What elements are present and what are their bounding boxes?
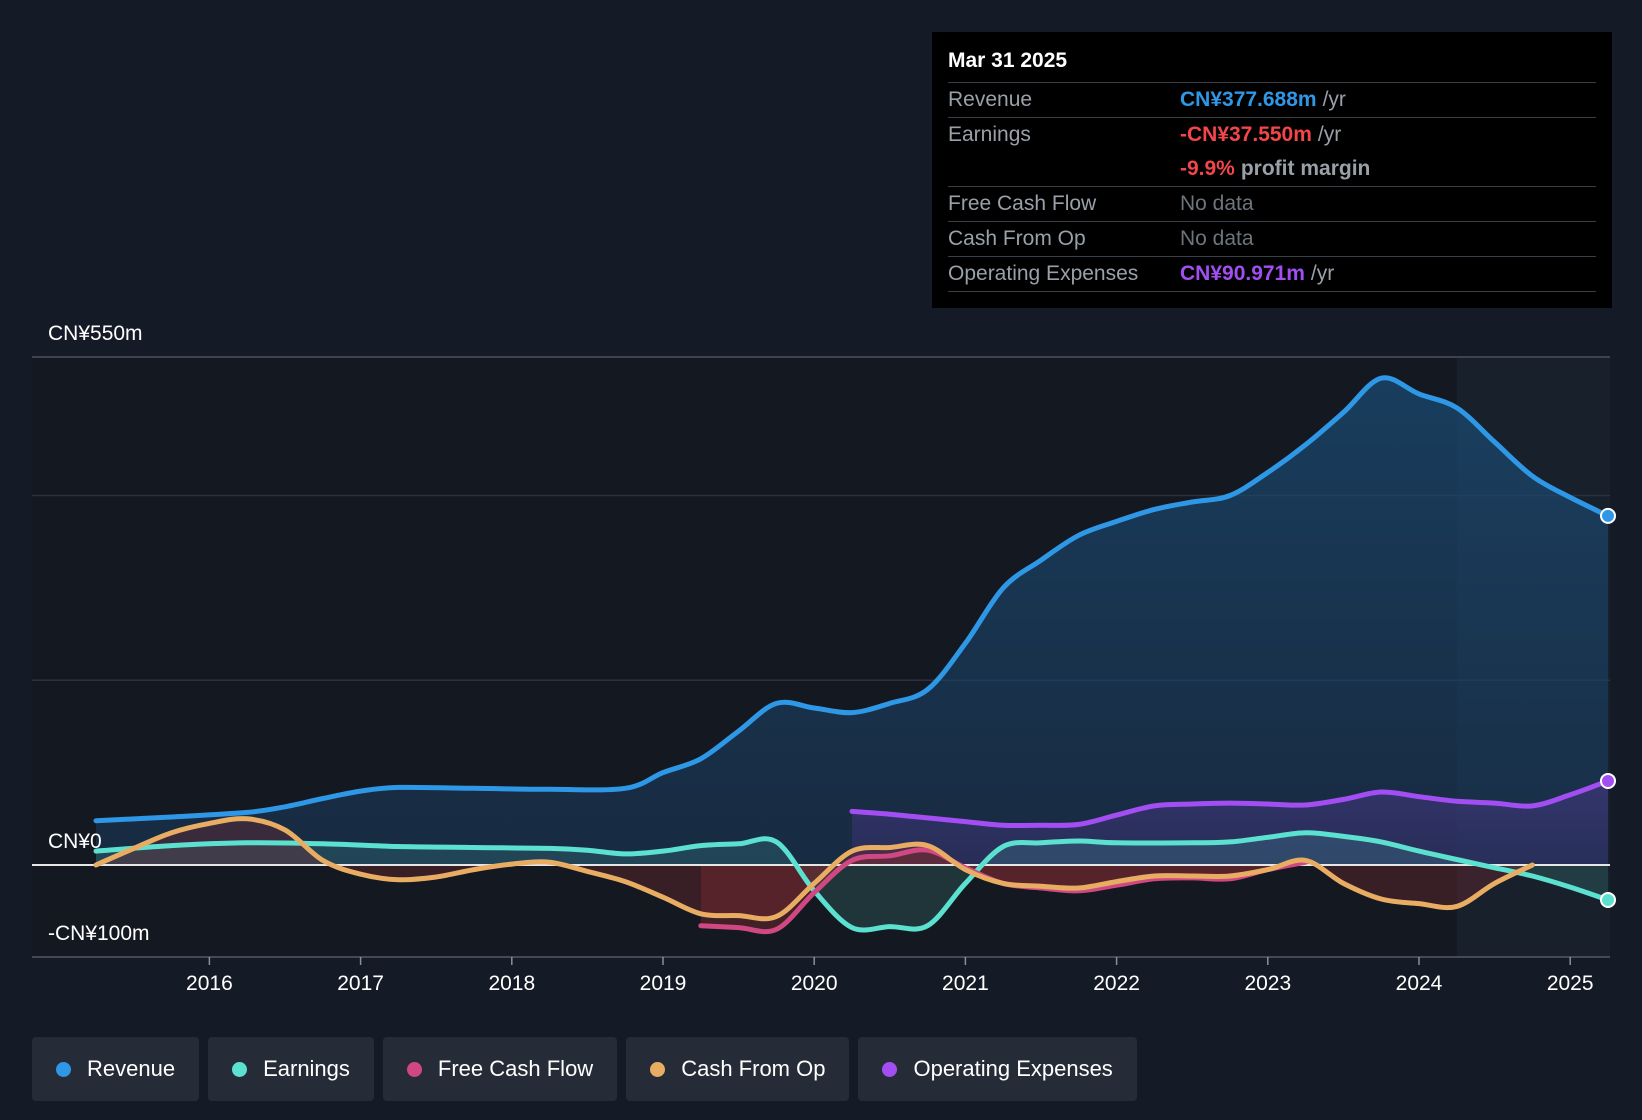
- tooltip-row-free-cash-flow: Free Cash Flow No data: [948, 187, 1596, 222]
- legend-item-free-cash-flow[interactable]: Free Cash Flow: [382, 1037, 618, 1101]
- tooltip-label: Earnings: [948, 123, 1031, 146]
- tooltip-unit: /yr: [1310, 262, 1335, 285]
- legend-item-earnings[interactable]: Earnings: [208, 1037, 374, 1101]
- cash-from-op-line: [93, 816, 1535, 922]
- tooltip-value-free-cash-flow: No data: [1180, 192, 1254, 215]
- legend-label: Earnings: [263, 1056, 350, 1081]
- legend-dot-icon: [406, 1061, 422, 1077]
- operating-expenses-line: [849, 778, 1611, 829]
- tooltip-unit: /yr: [1317, 123, 1342, 146]
- tooltip-row-revenue: Revenue CN¥377.688m /yr: [948, 83, 1596, 118]
- legend-item-cash-from-op[interactable]: Cash From Op: [626, 1037, 850, 1101]
- tooltip-label: Revenue: [948, 88, 1033, 111]
- cash-from-op-area: [96, 818, 1533, 919]
- x-axis: 2016 2017 2018 2019 2020 2021 2022 2023 2024 2025: [32, 956, 1610, 995]
- legend-label: Operating Expenses: [913, 1056, 1113, 1081]
- legend-dot-icon: [882, 1061, 898, 1077]
- legend-item-operating-expenses[interactable]: Operating Expenses: [858, 1037, 1137, 1101]
- legend-dot-icon: [650, 1061, 666, 1077]
- series-end-markers: [1600, 507, 1616, 908]
- earnings-line: [93, 830, 1611, 933]
- x-tick-label: 2024: [1396, 972, 1443, 995]
- legend-label: Revenue: [87, 1056, 176, 1081]
- tooltip-row-cash-from-op: Cash From Op No data: [948, 222, 1596, 257]
- tooltip-value-revenue: CN¥377.688m: [1180, 88, 1317, 111]
- x-tick-label: 2025: [1547, 972, 1594, 995]
- tooltip-label: Cash From Op: [948, 227, 1086, 250]
- y-top-label: CN¥550m: [48, 322, 143, 345]
- tooltip-label: Operating Expenses: [948, 262, 1139, 285]
- operating-expenses-end-marker: [1600, 772, 1616, 789]
- series-lines: [93, 375, 1611, 935]
- legend-label: Cash From Op: [681, 1056, 826, 1081]
- legend-item-revenue[interactable]: Revenue: [32, 1037, 200, 1101]
- earnings-area: [96, 832, 1608, 931]
- revenue-end-marker: [1600, 507, 1616, 524]
- tooltip-unit: profit margin: [1240, 157, 1371, 180]
- x-tick-label: 2023: [1244, 972, 1291, 995]
- legend-dot-icon: [56, 1061, 71, 1077]
- x-tick-label: 2019: [640, 972, 687, 995]
- legend: Revenue Earnings Free Cash Flow Cash Fro…: [32, 1037, 1137, 1101]
- tooltip-unit: /yr: [1322, 88, 1346, 111]
- revenue-area: [96, 377, 1608, 865]
- tooltip-value-earnings: -CN¥37.550m: [1180, 123, 1312, 146]
- free-cash-flow-area: [700, 849, 1306, 932]
- y-bottom-label: -CN¥100m: [48, 922, 150, 945]
- tooltip-value-profit-margin: -9.9%: [1180, 157, 1235, 180]
- tooltip-label: [948, 152, 1180, 186]
- tooltip: Mar 31 2025 Revenue CN¥377.688m /yr Earn…: [932, 32, 1612, 308]
- series-areas: [96, 377, 1608, 932]
- tooltip-row-profit-margin: -9.9% profit margin: [948, 152, 1596, 187]
- x-tick-label: 2017: [337, 972, 384, 995]
- x-tick-label: 2020: [791, 972, 838, 995]
- tooltip-row-operating-expenses: Operating Expenses CN¥90.971m /yr: [948, 257, 1596, 292]
- x-tick-label: 2022: [1093, 972, 1140, 995]
- tooltip-date: Mar 31 2025: [948, 46, 1596, 83]
- x-tick-label: 2016: [186, 972, 233, 995]
- x-tick-label: 2021: [942, 972, 989, 995]
- earnings-end-marker: [1600, 891, 1616, 908]
- tooltip-row-earnings: Earnings -CN¥37.550m /yr: [948, 118, 1596, 152]
- revenue-line: [93, 375, 1611, 824]
- y-zero-label: CN¥0: [48, 830, 102, 853]
- legend-label: Free Cash Flow: [437, 1056, 594, 1081]
- x-tick-label: 2018: [488, 972, 535, 995]
- tooltip-label: Free Cash Flow: [948, 192, 1097, 215]
- tooltip-value-cash-from-op: No data: [1180, 227, 1254, 250]
- legend-dot-icon: [232, 1061, 248, 1077]
- tooltip-value-operating-expenses: CN¥90.971m: [1180, 262, 1305, 285]
